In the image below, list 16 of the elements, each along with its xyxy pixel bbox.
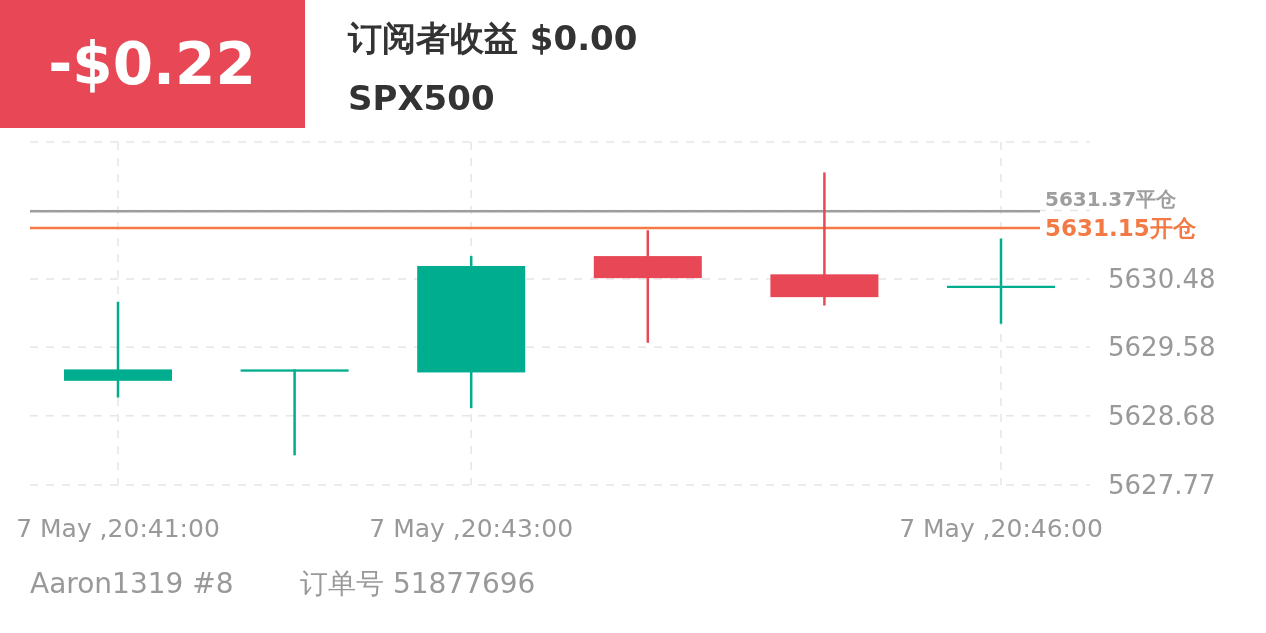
- text: 订单号 51877696: [300, 566, 536, 600]
- y-tick-label: 5629.58: [1108, 332, 1216, 363]
- y-tick-label: 5627.77: [1108, 470, 1216, 500]
- chart-title: 订阅者收益 $0.00: [347, 18, 638, 58]
- y-tick-label: 5628.68: [1108, 400, 1216, 431]
- text: -$0.22: [48, 30, 256, 98]
- candlestick: [240, 368, 349, 457]
- text: Aaron1319 #8: [30, 566, 234, 600]
- x-tick-label: 7 May ,20:43:00: [369, 513, 574, 543]
- chart-subtitle: SPX500: [348, 78, 495, 118]
- candlestick: [64, 300, 172, 399]
- x-tick-label: 7 May ,20:46:00: [899, 513, 1103, 543]
- y-tick-label: 5630.48: [1108, 263, 1216, 294]
- x-tick-label: 7 May ,20:41:00: [16, 513, 220, 543]
- ref-line-label: 5631.15开仓: [1045, 214, 1197, 241]
- ref-line-label: 5631.37平仓: [1045, 187, 1178, 212]
